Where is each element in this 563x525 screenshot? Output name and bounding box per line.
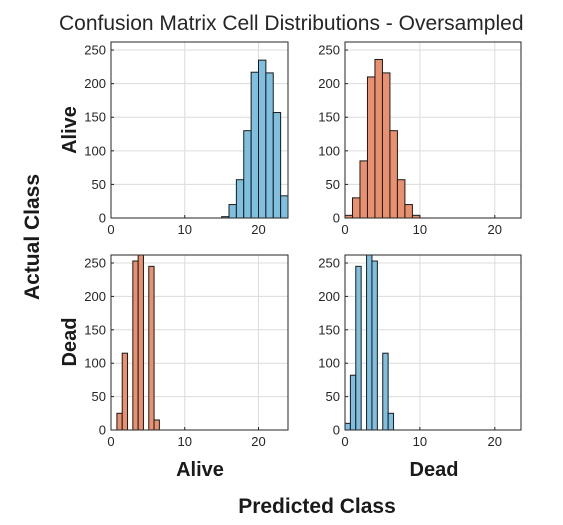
histogram-bar xyxy=(366,254,373,431)
histogram-bar xyxy=(349,374,357,431)
y-tick-label: 150 xyxy=(84,110,106,125)
x-tick-label: 0 xyxy=(341,222,348,237)
histogram-bar xyxy=(243,130,252,219)
histogram-bar xyxy=(258,59,267,219)
histogram-bar xyxy=(272,112,282,219)
x-tick-label: 10 xyxy=(413,222,427,237)
x-tick-label: 10 xyxy=(178,434,192,449)
histogram-bar xyxy=(359,160,368,219)
axes-box xyxy=(110,254,289,431)
histogram-bar xyxy=(366,76,376,219)
histogram-bar xyxy=(387,412,395,431)
y-tick-label: 50 xyxy=(92,389,106,404)
axes-box xyxy=(344,254,522,431)
y-tick-label: 150 xyxy=(318,110,340,125)
y-tick-label: 200 xyxy=(84,76,106,91)
column-label-alive: Alive xyxy=(176,459,224,481)
histogram-bar xyxy=(235,179,245,219)
y-tick-label: 150 xyxy=(318,322,340,337)
figure-title: Confusion Matrix Cell Distributions - Ov… xyxy=(59,12,524,35)
axes-box xyxy=(110,41,289,219)
x-tick-label: 20 xyxy=(251,434,265,449)
row-label-dead: Dead xyxy=(59,318,81,367)
x-tick-label: 10 xyxy=(178,222,192,237)
y-tick-label: 0 xyxy=(99,211,106,226)
histogram-bar xyxy=(280,195,289,219)
histogram-bar xyxy=(355,265,362,431)
x-tick-label: 0 xyxy=(341,434,348,449)
histogram-bar xyxy=(132,260,139,431)
histogram-bar xyxy=(371,260,378,431)
histogram-bar xyxy=(404,204,413,219)
row-label-alive: Alive xyxy=(59,106,81,154)
histogram-bar xyxy=(265,72,274,219)
column-label-dead: Dead xyxy=(410,459,459,481)
y-tick-label: 50 xyxy=(326,177,340,192)
y-tick-label: 100 xyxy=(84,356,106,371)
y-tick-label: 100 xyxy=(84,143,106,158)
histogram-bar xyxy=(351,197,361,219)
histogram-bar xyxy=(153,419,160,431)
histogram-bar xyxy=(374,58,383,219)
x-tick-label: 0 xyxy=(107,434,114,449)
y-tick-label: 0 xyxy=(333,211,340,226)
histogram-bar xyxy=(250,71,259,219)
axes-box xyxy=(344,41,522,219)
histogram-bar xyxy=(382,352,389,431)
y-tick-label: 250 xyxy=(84,43,106,58)
x-tick-label: 20 xyxy=(488,222,502,237)
y-tick-label: 50 xyxy=(92,177,106,192)
histogram-bar xyxy=(389,130,398,219)
y-axis-label: Actual Class xyxy=(21,174,44,300)
y-tick-label: 0 xyxy=(333,423,340,438)
y-tick-label: 150 xyxy=(84,322,106,337)
y-tick-label: 250 xyxy=(318,256,340,271)
y-tick-label: 100 xyxy=(318,356,340,371)
x-tick-label: 0 xyxy=(107,222,114,237)
histogram-bar xyxy=(344,422,351,431)
histogram-bar xyxy=(137,254,144,431)
histogram-bar xyxy=(396,179,406,219)
x-axis-label: Predicted Class xyxy=(238,495,396,518)
y-tick-label: 250 xyxy=(84,256,106,271)
histogram-bar xyxy=(121,352,129,431)
y-tick-label: 100 xyxy=(318,143,340,158)
x-tick-label: 20 xyxy=(251,222,265,237)
histogram-bar xyxy=(228,204,237,219)
y-tick-label: 200 xyxy=(318,76,340,91)
histogram-bar xyxy=(116,412,123,431)
y-tick-label: 200 xyxy=(84,289,106,304)
y-tick-label: 50 xyxy=(326,389,340,404)
y-tick-label: 0 xyxy=(99,423,106,438)
histogram-bar xyxy=(381,72,391,219)
histogram-bar xyxy=(148,265,155,431)
x-tick-label: 20 xyxy=(488,434,502,449)
x-tick-label: 10 xyxy=(413,434,427,449)
y-tick-label: 200 xyxy=(318,289,340,304)
y-tick-label: 250 xyxy=(318,43,340,58)
